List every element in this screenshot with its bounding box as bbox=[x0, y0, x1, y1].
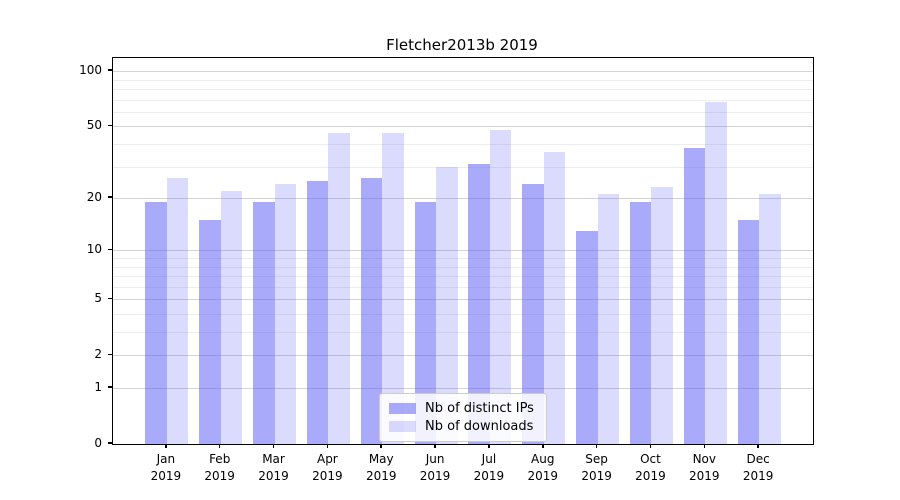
y-tick-label: 50 bbox=[86, 118, 102, 133]
bar-downloads-jun bbox=[436, 166, 458, 444]
bar-distinct-ips-apr bbox=[306, 180, 329, 444]
x-tick-mark bbox=[488, 444, 490, 448]
bar-distinct-ips-jun bbox=[414, 202, 437, 444]
bar-distinct-ips-feb bbox=[199, 220, 221, 444]
bar-distinct-ips-jul bbox=[468, 164, 490, 444]
bar-distinct-ips-aug bbox=[522, 184, 544, 444]
gridline-minor bbox=[113, 266, 813, 268]
plot-area bbox=[112, 57, 814, 445]
bar-distinct-ips-mar bbox=[253, 202, 275, 444]
gridline-minor bbox=[113, 144, 813, 146]
bar-downloads-aug bbox=[543, 152, 566, 444]
gridline-major bbox=[113, 355, 813, 357]
x-tick-label: Apr 2019 bbox=[312, 452, 343, 483]
bar-downloads-may bbox=[382, 133, 404, 444]
y-tick-label: 5 bbox=[94, 291, 102, 306]
x-tick-mark bbox=[380, 444, 382, 448]
legend-item: Nb of distinct IPs bbox=[380, 401, 546, 416]
bar-downloads-oct bbox=[651, 187, 673, 444]
gridline-minor bbox=[113, 79, 813, 81]
legend-item: Nb of downloads bbox=[380, 419, 546, 434]
gridline-minor bbox=[113, 258, 813, 260]
bar-downloads-jan bbox=[166, 177, 189, 444]
y-tick-mark bbox=[108, 248, 112, 251]
bar-downloads-jul bbox=[489, 129, 512, 444]
x-tick-label: May 2019 bbox=[365, 452, 397, 483]
gridline-minor bbox=[113, 286, 813, 288]
x-tick-mark bbox=[649, 444, 652, 448]
legend-swatch-distinct-ips bbox=[389, 403, 416, 414]
chart-title: Fletcher2013b 2019 bbox=[386, 36, 538, 54]
gridline-major bbox=[113, 198, 813, 200]
y-tick-mark bbox=[108, 353, 112, 356]
gridline-minor bbox=[113, 99, 813, 101]
gridline-minor bbox=[113, 89, 813, 91]
bar-distinct-ips-may bbox=[360, 177, 383, 444]
x-tick-mark bbox=[703, 444, 706, 448]
bar-downloads-feb bbox=[220, 190, 243, 444]
gridline-minor bbox=[113, 166, 813, 168]
x-tick-mark bbox=[218, 444, 221, 448]
x-tick-mark bbox=[326, 444, 329, 448]
x-tick-mark bbox=[434, 444, 436, 448]
gridline-major bbox=[113, 250, 813, 252]
bar-distinct-ips-dec bbox=[737, 220, 760, 444]
x-tick-label: Dec 2019 bbox=[742, 452, 774, 483]
bar-distinct-ips-oct bbox=[629, 202, 652, 444]
y-tick-mark bbox=[108, 69, 112, 71]
bar-distinct-ips-jan bbox=[145, 202, 167, 444]
bar-distinct-ips-sep bbox=[576, 230, 598, 444]
y-tick-label: 2 bbox=[94, 347, 102, 362]
x-tick-label: Mar 2019 bbox=[258, 452, 289, 483]
bar-downloads-sep bbox=[597, 194, 620, 444]
gridline-major bbox=[113, 299, 813, 301]
gridline-minor bbox=[113, 276, 813, 278]
x-tick-mark bbox=[757, 444, 759, 448]
bar-distinct-ips-nov bbox=[683, 148, 706, 444]
bar-downloads-mar bbox=[274, 184, 297, 444]
y-tick-label: 10 bbox=[86, 242, 102, 257]
x-tick-label: Oct 2019 bbox=[635, 452, 666, 483]
y-tick-mark bbox=[108, 297, 112, 300]
gridline-minor bbox=[113, 111, 813, 113]
y-tick-mark bbox=[108, 124, 112, 127]
gridline-major bbox=[113, 71, 813, 73]
y-tick-label: 100 bbox=[79, 63, 102, 78]
y-tick-mark bbox=[108, 386, 112, 388]
legend-swatch-downloads bbox=[389, 421, 416, 432]
gridline-major bbox=[113, 388, 813, 390]
y-tick-label: 20 bbox=[86, 190, 102, 205]
x-tick-mark bbox=[272, 444, 275, 448]
gridline-major bbox=[113, 126, 813, 128]
x-tick-label: Nov 2019 bbox=[689, 452, 720, 483]
y-tick-mark bbox=[108, 196, 112, 198]
y-tick-label: 0 bbox=[94, 436, 102, 450]
gridline-minor bbox=[113, 332, 813, 334]
bar-downloads-apr bbox=[328, 133, 350, 444]
x-tick-label: Jan 2019 bbox=[150, 452, 182, 483]
x-tick-mark bbox=[542, 444, 544, 448]
legend-label: Nb of distinct IPs bbox=[425, 401, 534, 416]
x-tick-mark bbox=[165, 444, 167, 448]
y-tick-label: 1 bbox=[94, 380, 102, 395]
x-tick-label: Sep 2019 bbox=[581, 452, 612, 483]
bar-downloads-nov bbox=[705, 102, 727, 444]
gridline-minor bbox=[113, 314, 813, 315]
bar-downloads-dec bbox=[759, 194, 781, 444]
x-tick-mark bbox=[595, 444, 598, 448]
x-tick-label: Jul 2019 bbox=[473, 452, 505, 483]
x-tick-label: Jun 2019 bbox=[419, 452, 451, 483]
legend: Nb of distinct IPs Nb of downloads bbox=[379, 393, 547, 442]
legend-label: Nb of downloads bbox=[425, 419, 534, 434]
y-tick-mark bbox=[108, 442, 112, 444]
x-tick-label: Feb 2019 bbox=[204, 452, 235, 483]
x-tick-label: Aug 2019 bbox=[527, 452, 559, 483]
